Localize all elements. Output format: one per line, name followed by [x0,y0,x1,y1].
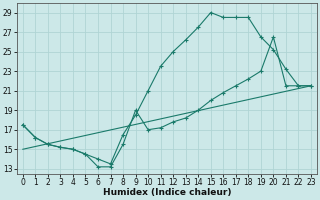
X-axis label: Humidex (Indice chaleur): Humidex (Indice chaleur) [103,188,231,197]
